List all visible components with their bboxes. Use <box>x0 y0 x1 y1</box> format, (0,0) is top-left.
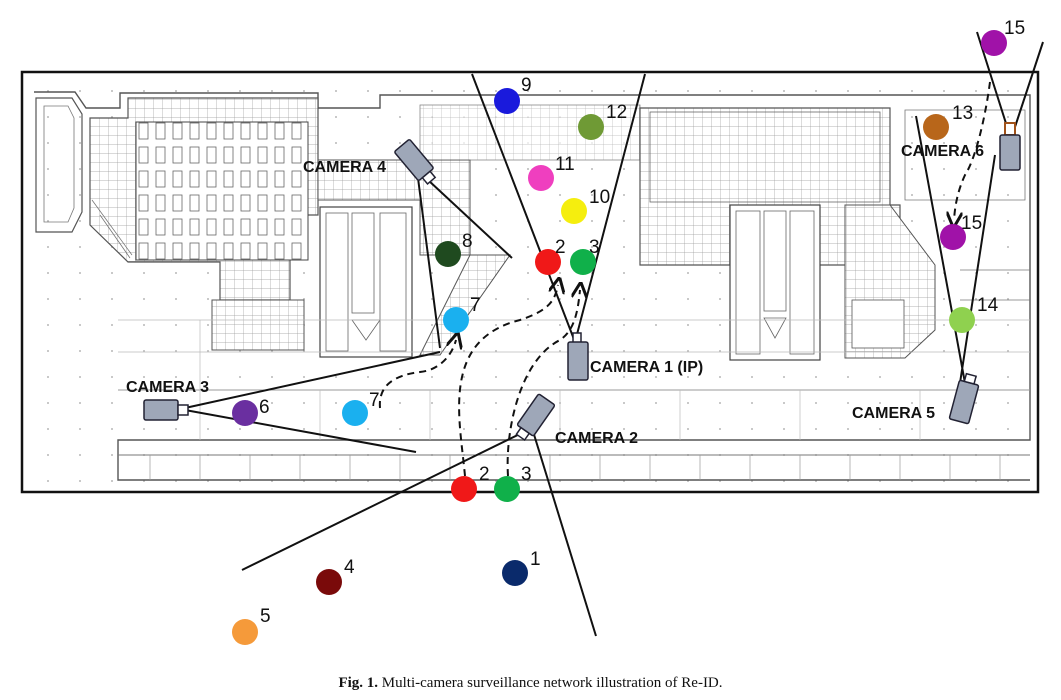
person-7-corridor: 7 <box>342 390 380 426</box>
trajectory-person-2 <box>458 285 558 477</box>
person-label: 12 <box>606 102 627 123</box>
trajectory-person-3 <box>506 290 580 477</box>
people: 1 2 3 4 5 6 7 7 <box>232 18 1025 645</box>
person-label: 11 <box>555 154 575 175</box>
camera-3-label: CAMERA 3 <box>126 379 209 396</box>
camera-4-fov <box>417 177 513 349</box>
person-3-entry: 3 <box>494 464 532 502</box>
person-label: 7 <box>470 295 481 316</box>
trajectories <box>378 81 991 477</box>
person-1-outside: 1 <box>502 549 541 586</box>
person-label: 5 <box>260 606 271 627</box>
camera-labels: CAMERA 1 (IP) CAMERA 2 CAMERA 3 CAMERA 4… <box>126 143 984 447</box>
person-label: 7 <box>369 390 380 411</box>
person-marker <box>923 114 949 140</box>
camera-6-icon <box>999 122 1021 171</box>
person-marker <box>940 224 966 250</box>
person-label: 15 <box>1004 18 1025 39</box>
person-5-outside: 5 <box>232 606 271 645</box>
person-label: 13 <box>952 103 973 124</box>
person-marker <box>570 249 596 275</box>
camera-3-fov <box>184 351 441 453</box>
person-12: 12 <box>578 102 627 140</box>
person-15-top: 15 <box>981 18 1025 56</box>
person-10: 10 <box>561 187 610 224</box>
figure-caption: Fig. 1. Multi-camera surveillance networ… <box>0 675 1061 692</box>
camera-2-label: CAMERA 2 <box>555 430 638 447</box>
person-6: 6 <box>232 397 270 426</box>
person-7-hall: 7 <box>443 295 481 333</box>
person-label: 8 <box>462 231 473 252</box>
person-label: 3 <box>521 464 532 485</box>
person-label: 10 <box>589 187 610 208</box>
camera-5-fov <box>915 115 996 384</box>
person-label: 4 <box>344 557 355 578</box>
person-marker <box>981 30 1007 56</box>
person-2-hall: 2 <box>535 237 566 275</box>
camera-2-icon <box>515 393 556 442</box>
person-marker <box>535 249 561 275</box>
person-13: 13 <box>923 103 973 140</box>
person-marker <box>232 400 258 426</box>
trajectory-person-15 <box>954 81 991 220</box>
person-4-outside: 4 <box>316 557 355 595</box>
camera-6-fov <box>976 31 1044 137</box>
person-15-hall: 15 <box>940 213 982 250</box>
person-14: 14 <box>949 295 999 333</box>
person-label: 1 <box>530 549 541 570</box>
person-marker <box>578 114 604 140</box>
camera-3-icon <box>143 399 189 421</box>
camera-4-label: CAMERA 4 <box>303 159 386 176</box>
person-label: 2 <box>479 464 490 485</box>
person-marker <box>451 476 477 502</box>
person-8: 8 <box>435 231 473 267</box>
figure-caption-text: Multi-camera surveillance network illust… <box>378 675 723 691</box>
cameras <box>143 122 1021 442</box>
person-label: 15 <box>961 213 982 234</box>
person-marker <box>435 241 461 267</box>
camera-5-icon <box>948 372 980 425</box>
person-marker <box>316 569 342 595</box>
figure-caption-label: Fig. 1. <box>338 675 379 691</box>
person-marker <box>443 307 469 333</box>
person-label: 14 <box>977 295 999 316</box>
person-label: 9 <box>521 75 532 96</box>
person-marker <box>949 307 975 333</box>
camera-5-label: CAMERA 5 <box>852 405 935 422</box>
person-marker <box>561 198 587 224</box>
person-label: 3 <box>589 237 600 258</box>
person-3-hall: 3 <box>570 237 600 275</box>
person-marker <box>494 476 520 502</box>
person-marker <box>232 619 258 645</box>
person-11: 11 <box>528 154 575 191</box>
camera-6-label: CAMERA 6 <box>901 143 984 160</box>
person-9: 9 <box>494 75 532 114</box>
person-label: 6 <box>259 397 270 418</box>
person-marker <box>494 88 520 114</box>
person-marker <box>342 400 368 426</box>
camera-4-icon <box>394 139 437 185</box>
camera-1-icon <box>567 332 589 381</box>
person-label: 2 <box>555 237 566 258</box>
person-marker <box>528 165 554 191</box>
person-2-entry: 2 <box>451 464 490 502</box>
camera-1-label: CAMERA 1 (IP) <box>590 359 703 376</box>
person-marker <box>502 560 528 586</box>
trajectory-person-7 <box>378 340 456 409</box>
